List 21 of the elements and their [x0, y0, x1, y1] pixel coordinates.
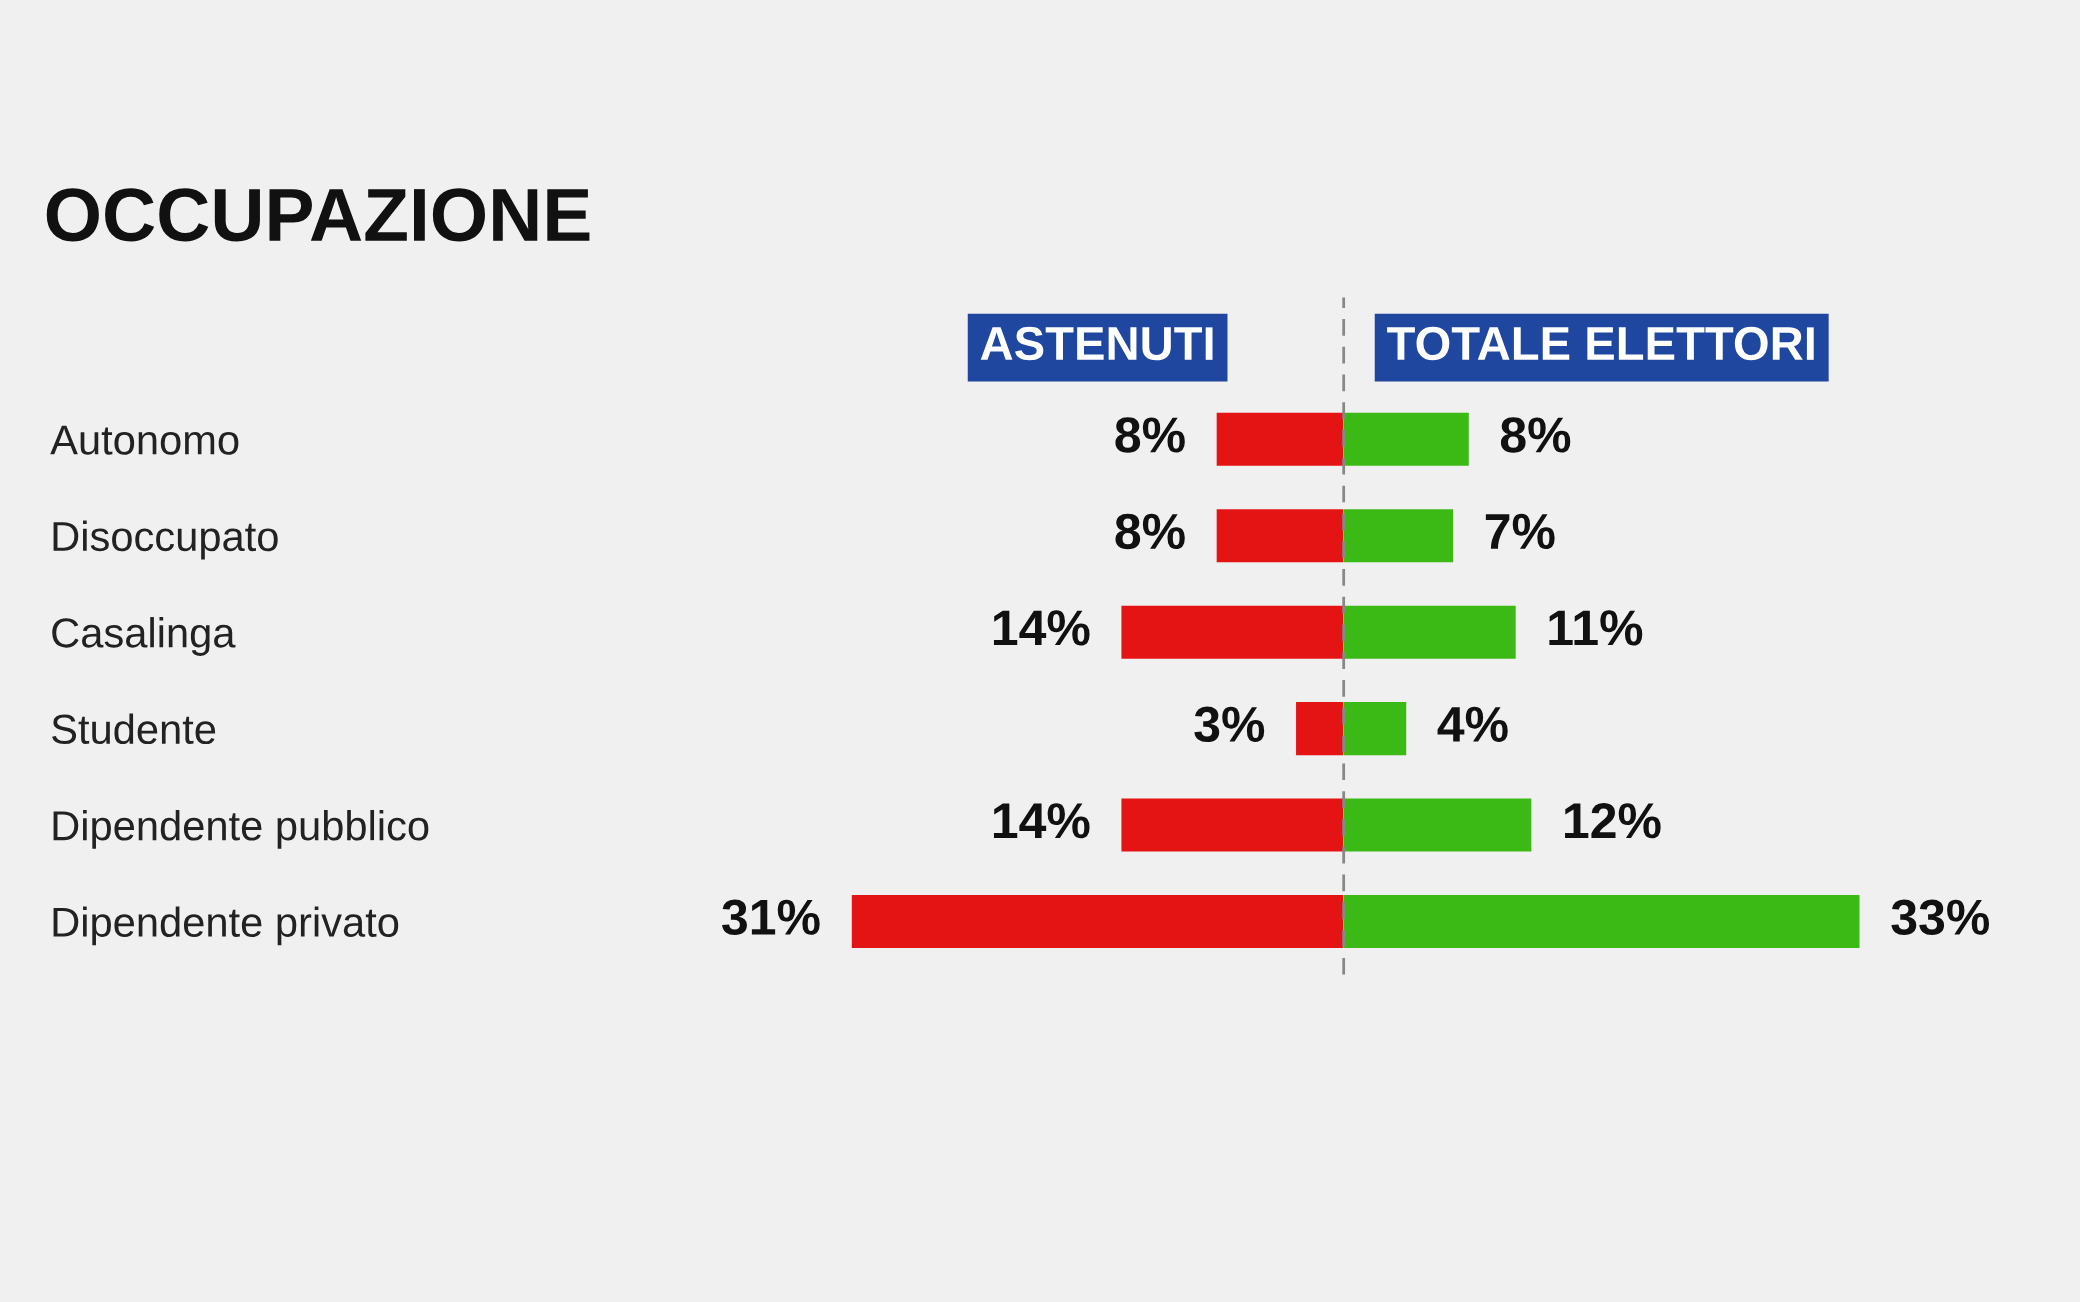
- y-tick-label: Autonomo: [50, 425, 239, 455]
- chart-subtitle: TOTALE ELETTORI: [1387, 326, 1814, 361]
- y-tick-label: Dipendente privato: [53, 906, 399, 946]
- y-tick-label: Dipendente pubblico: [53, 809, 429, 849]
- data-label: 8%: [1115, 417, 1185, 453]
- chart-title: OCCUPAZIONE: [46, 188, 590, 242]
- data-label: 14%: [993, 803, 1090, 839]
- data-label: 31%: [722, 899, 820, 935]
- y-tick-label: Disoccupato: [53, 520, 278, 560]
- data-label: 14%: [993, 610, 1090, 646]
- chart-subtitle: ASTENUTI: [980, 326, 1213, 361]
- y-tick-label: Studente: [52, 713, 216, 745]
- data-label: 7%: [1485, 513, 1555, 550]
- data-label: 11%: [1549, 610, 1643, 646]
- data-label: 8%: [1115, 513, 1185, 550]
- y-tick-label: Casalinga: [52, 617, 236, 656]
- data-label: 4%: [1437, 706, 1508, 742]
- data-label: 3%: [1194, 706, 1265, 743]
- data-label: 8%: [1500, 417, 1571, 453]
- data-label: 12%: [1565, 803, 1661, 839]
- data-label: 33%: [1891, 899, 1990, 935]
